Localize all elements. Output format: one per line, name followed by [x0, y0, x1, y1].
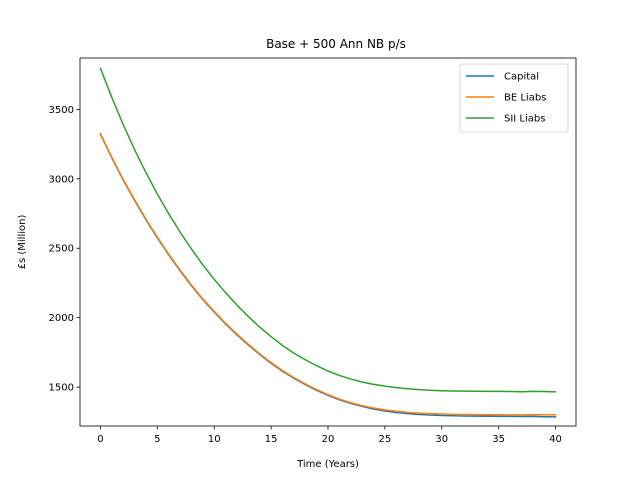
- x-tick-label: 25: [379, 434, 392, 445]
- legend-label-2: BE Liabs: [504, 93, 546, 104]
- y-axis-label: £s (Million): [17, 215, 28, 270]
- x-tick-label: 5: [154, 434, 160, 445]
- x-axis-label: Time (Years): [296, 459, 359, 470]
- legend-label-3: SII Liabs: [504, 114, 545, 125]
- series-line-2: [99, 132, 557, 416]
- y-tick-label: 2500: [49, 244, 74, 255]
- legend-label-1: Capital: [504, 72, 539, 83]
- y-tick-label: 3000: [49, 174, 74, 185]
- y-axis: 1500 2000 2500 3000 3500: [49, 105, 80, 394]
- x-tick-label: 35: [492, 434, 505, 445]
- series-layer: [99, 67, 557, 418]
- x-tick-label: 20: [322, 434, 335, 445]
- y-tick-label: 2000: [49, 313, 74, 324]
- x-tick-label: 0: [97, 434, 103, 445]
- x-axis: 0 5 10 15 20 25 30 35 40: [97, 426, 562, 445]
- y-tick-label: 1500: [49, 383, 74, 394]
- x-tick-label: 10: [208, 434, 221, 445]
- legend: Capital BE Liabs SII Liabs: [459, 63, 569, 133]
- x-tick-label: 15: [265, 434, 278, 445]
- chart-title: Base + 500 Ann NB p/s: [266, 37, 406, 51]
- x-tick-label: 30: [435, 434, 448, 445]
- y-tick-label: 3500: [49, 105, 74, 116]
- series-line-3: [99, 67, 557, 393]
- x-tick-label: 40: [549, 434, 562, 445]
- legend-box: [459, 63, 569, 133]
